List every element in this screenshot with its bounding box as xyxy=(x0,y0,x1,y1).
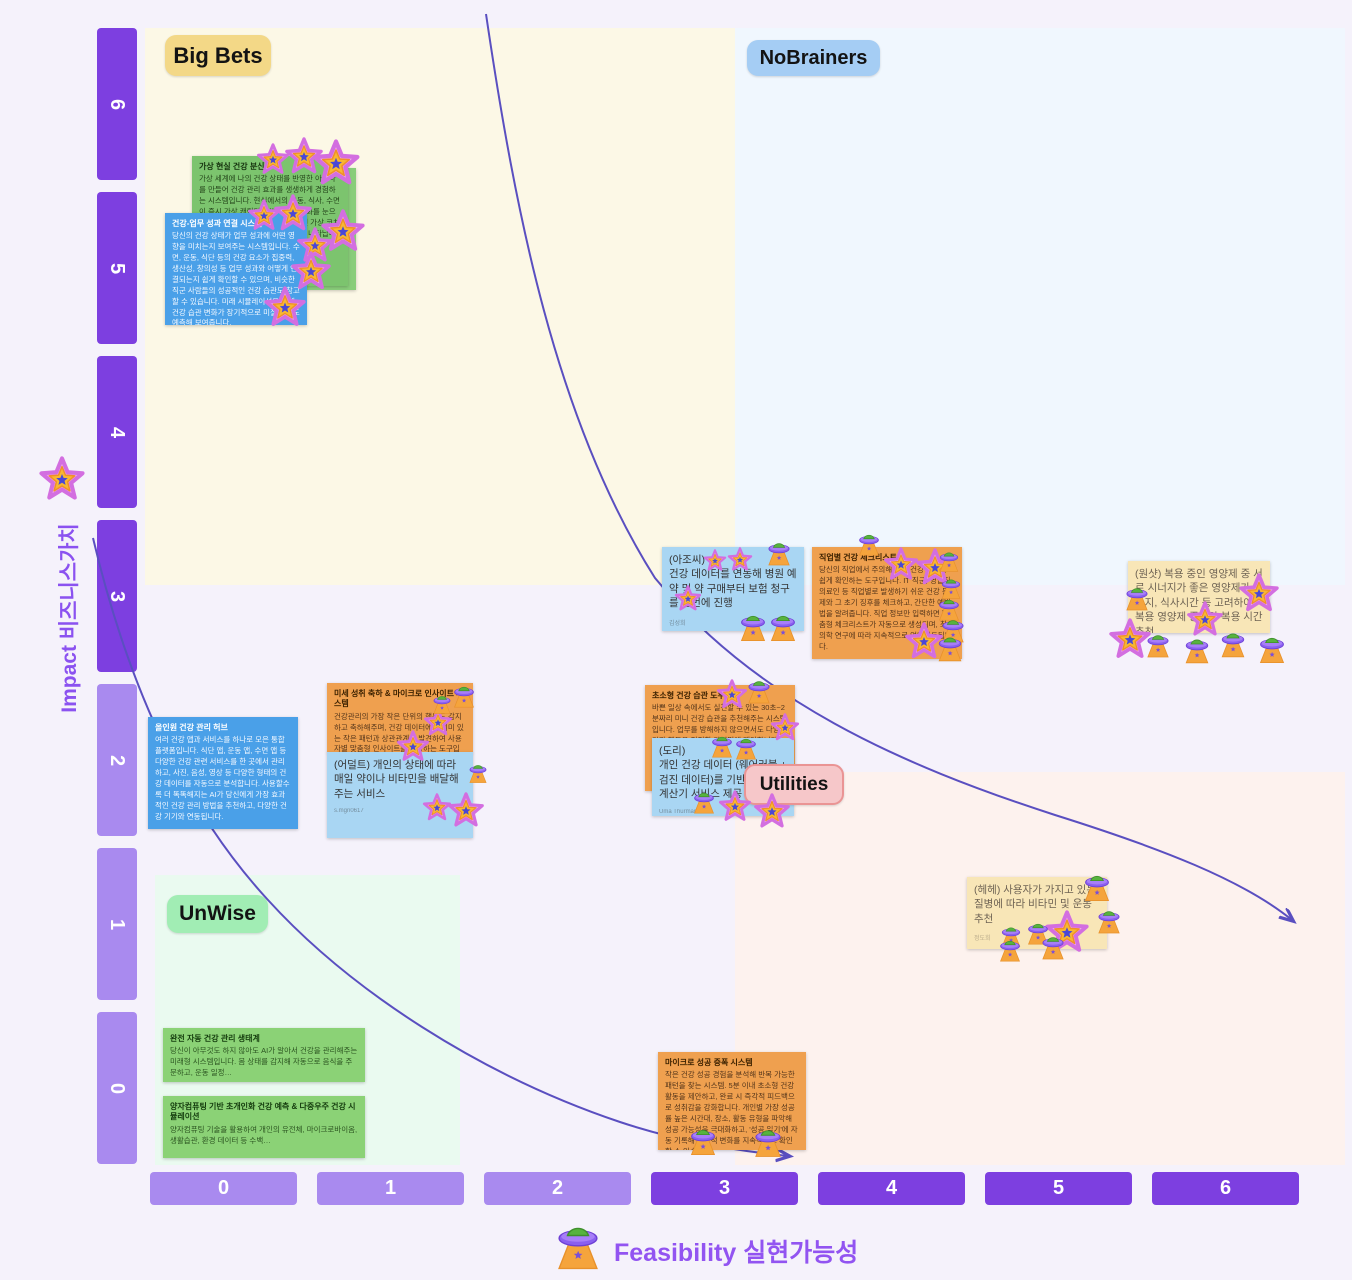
note-title: 가상 현실 건강 분신 xyxy=(199,162,265,171)
star-sticker-icon[interactable] xyxy=(396,730,430,764)
ufo-sticker-icon[interactable] xyxy=(1080,870,1114,904)
x-axis-tick-1: 1 xyxy=(317,1172,464,1205)
y-tick-label: 1 xyxy=(106,918,129,930)
nobrainers-label[interactable]: NoBrainers xyxy=(747,40,880,76)
unwise-label[interactable]: UnWise xyxy=(167,895,268,933)
note-author: 정도희 xyxy=(974,936,991,943)
y-tick-label: 0 xyxy=(106,1082,129,1094)
note-body: 여러 건강 앱과 서비스를 하나로 모은 통합 플랫폼입니다. 식단 앱, 운동… xyxy=(155,735,290,821)
ufo-sticker-icon[interactable] xyxy=(736,610,770,644)
x-axis-tick-3: 3 xyxy=(651,1172,798,1205)
star-sticker-icon[interactable] xyxy=(311,139,361,189)
note-body: 당신의 건강 상태가 업무 성과에 어떤 영향을 미치는지 보여주는 시스템입니… xyxy=(172,231,300,325)
ufo-sticker-icon[interactable] xyxy=(1038,932,1068,962)
x-tick-label: 0 xyxy=(217,1177,230,1199)
y-tick-label: 3 xyxy=(106,590,129,602)
ufo-sticker-icon[interactable] xyxy=(934,632,966,664)
y-tick-label: 2 xyxy=(106,754,129,766)
y-axis-tick-6: 6 xyxy=(97,28,137,180)
x-tick-label: 3 xyxy=(718,1177,731,1199)
ufo-sticker-icon[interactable] xyxy=(686,1124,720,1158)
star-sticker-icon[interactable] xyxy=(718,790,752,824)
x-axis-title: Feasibility 실현가능성 xyxy=(614,1239,859,1267)
ufo-sticker-icon[interactable] xyxy=(936,548,962,574)
x-axis-tick-4: 4 xyxy=(818,1172,965,1205)
star-sticker-icon[interactable] xyxy=(38,456,86,504)
ufo-sticker-icon[interactable] xyxy=(732,734,760,762)
star-sticker-icon[interactable] xyxy=(727,547,753,573)
big-bets-label[interactable]: Big Bets xyxy=(165,35,271,76)
ufo-sticker-icon[interactable] xyxy=(855,530,883,558)
ufo-sticker-icon[interactable] xyxy=(1143,630,1173,660)
sticky-note-full-auto-ecosystem[interactable]: 완전 자동 건강 관리 생태계 당신이 아무것도 하지 않아도 AI가 알아서 … xyxy=(163,1028,365,1082)
y-tick-label: 4 xyxy=(106,426,129,438)
ufo-sticker-icon[interactable] xyxy=(1094,906,1124,936)
star-sticker-icon[interactable] xyxy=(1238,573,1280,615)
y-axis-tick-0: 0 xyxy=(97,1012,137,1164)
ufo-sticker-icon[interactable] xyxy=(764,538,794,568)
note-title: 건강-업무 성과 연결 시스템 xyxy=(172,219,263,228)
y-axis-tick-1: 1 xyxy=(97,848,137,1000)
star-sticker-icon[interactable] xyxy=(770,713,800,743)
ufo-sticker-icon[interactable] xyxy=(996,936,1024,964)
ufo-sticker-icon[interactable] xyxy=(690,788,718,816)
sticky-note-all-in-one-hub[interactable]: 올인원 건강 관리 허브 여러 건강 앱과 서비스를 하나로 모은 통합 플랫폼… xyxy=(148,717,298,829)
star-sticker-icon[interactable] xyxy=(263,286,307,330)
ufo-sticker-icon[interactable] xyxy=(1181,634,1213,666)
x-tick-label: 2 xyxy=(551,1177,564,1199)
y-axis-tick-5: 5 xyxy=(97,192,137,344)
note-title: 완전 자동 건강 관리 생태계 xyxy=(170,1034,260,1043)
note-body: 양자컴퓨팅 기술을 활용하여 개인의 유전체, 마이크로바이옴, 생활습관, 환… xyxy=(170,1124,358,1145)
x-tick-label: 4 xyxy=(885,1177,898,1199)
x-axis-tick-6: 6 xyxy=(1152,1172,1299,1205)
quadrant-utilities xyxy=(735,772,1345,1165)
sticky-note-health-work-performance[interactable]: 건강-업무 성과 연결 시스템 당신의 건강 상태가 업무 성과에 어떤 영향을… xyxy=(165,213,307,325)
note-title: 올인원 건강 관리 허브 xyxy=(155,723,228,732)
ufo-sticker-icon[interactable] xyxy=(766,610,800,644)
ufo-sticker-icon[interactable] xyxy=(1255,632,1289,666)
x-tick-label: 1 xyxy=(384,1177,397,1199)
x-axis-tick-2: 2 xyxy=(484,1172,631,1205)
x-tick-label: 5 xyxy=(1052,1177,1065,1199)
star-sticker-icon[interactable] xyxy=(883,547,919,583)
ufo-sticker-icon[interactable] xyxy=(750,1124,786,1160)
star-sticker-icon[interactable] xyxy=(753,793,791,831)
ufo-sticker-icon[interactable] xyxy=(430,692,454,716)
note-body: 당신이 아무것도 하지 않아도 AI가 알아서 건강을 관리해주는 미래형 시스… xyxy=(170,1046,358,1078)
ufo-sticker-icon[interactable] xyxy=(466,761,490,785)
ufo-sticker-icon xyxy=(550,1218,606,1274)
ufo-sticker-icon[interactable] xyxy=(744,676,774,706)
star-sticker-icon[interactable] xyxy=(674,585,702,613)
star-sticker-icon[interactable] xyxy=(447,792,485,830)
sticky-note-quantum-simulation[interactable]: 양자컴퓨팅 기반 초개인화 건강 예측 & 다중우주 건강 시뮬레이션 양자컴퓨… xyxy=(163,1096,365,1158)
quadrant-nobrainers xyxy=(735,28,1345,585)
ufo-sticker-icon[interactable] xyxy=(1217,628,1249,660)
y-axis-title: Impact 비즈니스가치 xyxy=(58,523,81,713)
y-axis-tick-3: 3 xyxy=(97,520,137,672)
ufo-sticker-icon[interactable] xyxy=(1122,583,1152,613)
x-axis-tick-0: 0 xyxy=(150,1172,297,1205)
y-axis-tick-4: 4 xyxy=(97,356,137,508)
x-axis-tick-5: 5 xyxy=(985,1172,1132,1205)
ufo-sticker-icon[interactable] xyxy=(450,682,478,710)
note-title: 마이크로 성공 증폭 시스템 xyxy=(665,1058,753,1067)
x-tick-label: 6 xyxy=(1219,1177,1232,1199)
y-tick-label: 6 xyxy=(106,98,129,110)
y-axis-tick-2: 2 xyxy=(97,684,137,836)
note-title: 양자컴퓨팅 기반 초개인화 건강 예측 & 다중우주 건강 시뮬레이션 xyxy=(170,1102,356,1122)
y-tick-label: 5 xyxy=(106,262,129,274)
star-sticker-icon[interactable] xyxy=(703,549,727,573)
